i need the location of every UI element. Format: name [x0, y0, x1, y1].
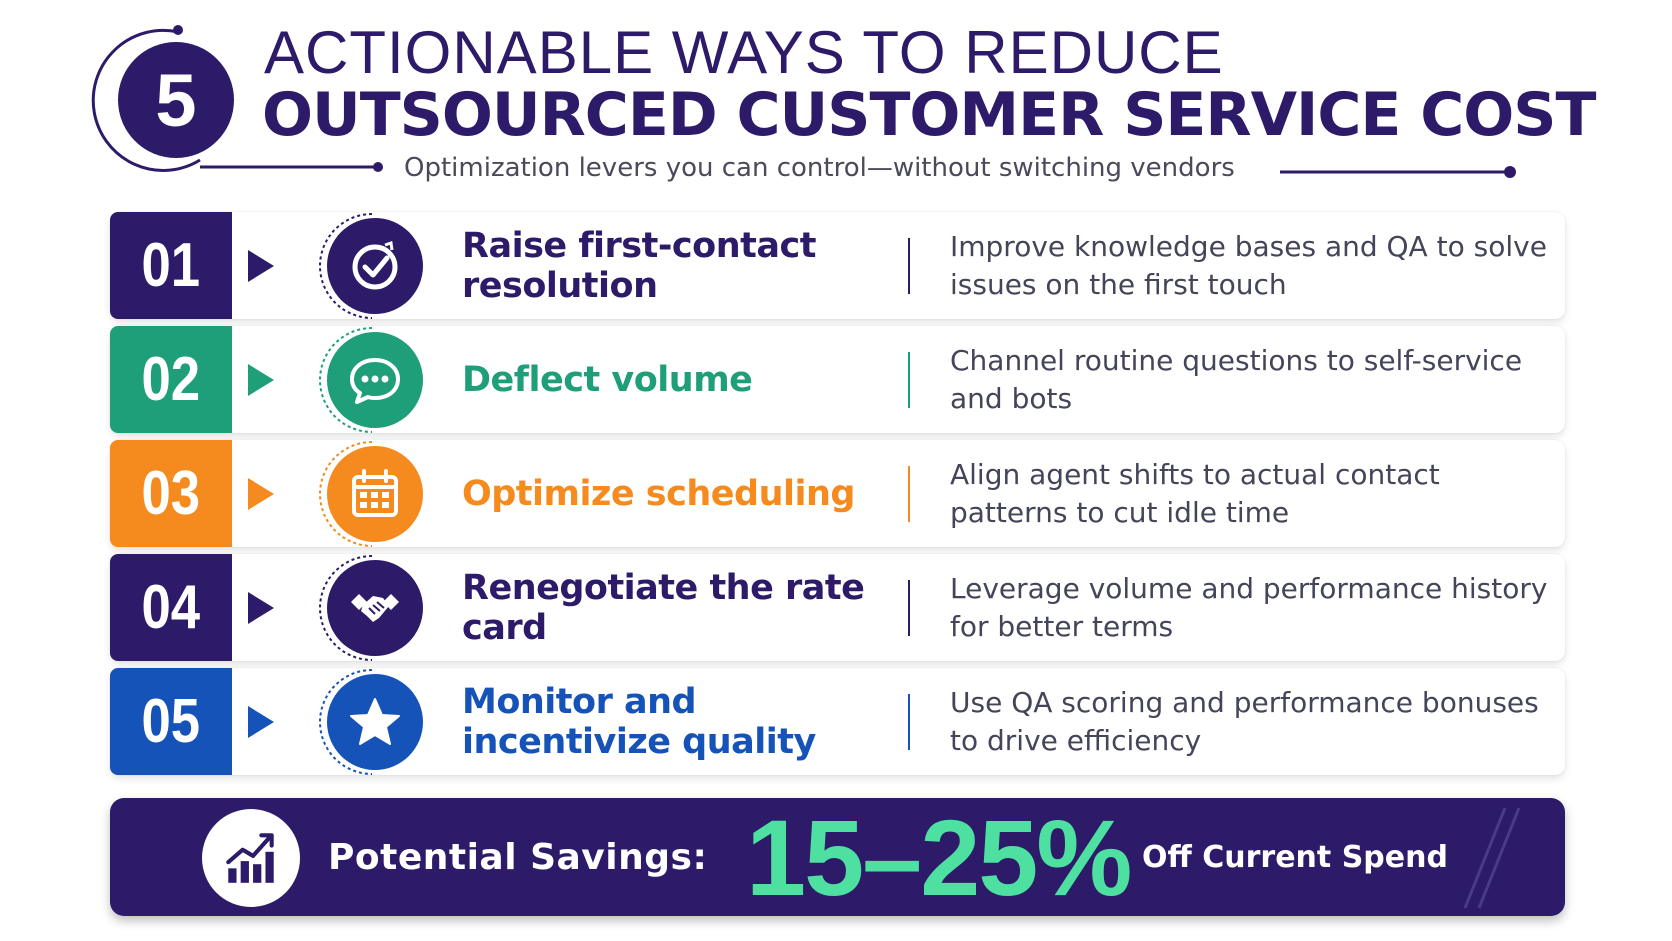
play-arrow-icon	[248, 250, 274, 282]
dashed-ring-decoration	[319, 327, 373, 433]
row-title: Deflect volume	[462, 359, 753, 400]
divider	[908, 580, 910, 636]
row-title: Renegotiate the rate card	[462, 567, 865, 648]
row-description: Channel routine questions to self-servic…	[950, 343, 1523, 415]
row-description: Leverage volume and performance history …	[950, 571, 1548, 643]
title-line-2: OUTSOURCED CUSTOMER SERVICE COST	[262, 80, 1596, 150]
savings-label-text: Potential Savings:	[328, 836, 708, 878]
divider	[908, 466, 910, 522]
savings-suffix: Off Current Spend	[1142, 839, 1448, 875]
savings-value: 15–25%	[746, 798, 1132, 916]
play-arrow-icon	[248, 592, 274, 624]
list-item: 03 Optimize	[110, 440, 1565, 547]
row-number-box: 02	[110, 326, 232, 433]
dashed-ring-decoration	[319, 213, 373, 319]
row-title: Optimize scheduling	[462, 473, 855, 514]
chat-bubble-icon	[350, 358, 400, 404]
row-number-box: 01	[110, 212, 232, 319]
row-icon	[310, 326, 423, 433]
dashed-ring-decoration	[319, 555, 373, 661]
play-arrow-icon	[248, 364, 274, 396]
row-number: 01	[141, 231, 201, 300]
badge-number: 5	[155, 58, 197, 142]
row-icon	[310, 668, 423, 775]
stripe-decoration	[1463, 807, 1521, 909]
check-circle-icon	[352, 241, 398, 290]
dashed-ring-decoration	[319, 669, 373, 775]
list-item: 01 Raise first-contact resolution Improv…	[110, 212, 1565, 319]
row-title: Monitor and incentivize quality	[462, 681, 816, 762]
calendar-icon	[352, 469, 398, 517]
star-icon	[350, 698, 400, 745]
divider	[908, 694, 910, 750]
list-item: 05 Monitor and incentivize quality Use Q…	[110, 668, 1565, 775]
row-number: 02	[141, 345, 201, 414]
banner-icon-circle	[202, 809, 300, 907]
row-icon	[310, 212, 423, 319]
divider	[908, 238, 910, 294]
row-icon	[310, 554, 423, 661]
handshake-icon	[351, 594, 399, 622]
play-arrow-icon	[248, 478, 274, 510]
row-number-box: 03	[110, 440, 232, 547]
divider	[908, 352, 910, 408]
row-title: Raise first-contact resolution	[462, 225, 816, 306]
list-item: 02 Deflect volume Channel routine questi…	[110, 326, 1565, 433]
title-line-1: ACTIONABLE WAYS TO REDUCE	[264, 19, 1224, 86]
number-badge: 5	[118, 42, 234, 158]
row-description: Align agent shifts to actual contact pat…	[950, 457, 1440, 529]
row-number: 05	[141, 687, 201, 756]
dashed-ring-decoration	[319, 441, 373, 547]
row-number-box: 05	[110, 668, 232, 775]
row-number: 04	[141, 573, 201, 642]
row-description: Improve knowledge bases and QA to solve …	[950, 229, 1547, 301]
play-arrow-icon	[248, 706, 274, 738]
savings-label: Potential Savings:	[328, 798, 707, 916]
row-description: Use QA scoring and performance bonuses t…	[950, 685, 1539, 757]
row-number: 03	[141, 459, 201, 528]
list-item: 04 Renegotiate the rate card Leverage vo…	[110, 554, 1565, 661]
row-number-box: 04	[110, 554, 232, 661]
subtitle: Optimization levers you can control—with…	[404, 153, 1235, 183]
growth-chart-icon	[226, 833, 274, 883]
row-icon	[310, 440, 423, 547]
lever-list: 01 Raise first-contact resolution Improv…	[110, 212, 1565, 782]
savings-banner: Potential Savings: 15–25% Off Current Sp…	[110, 798, 1565, 916]
